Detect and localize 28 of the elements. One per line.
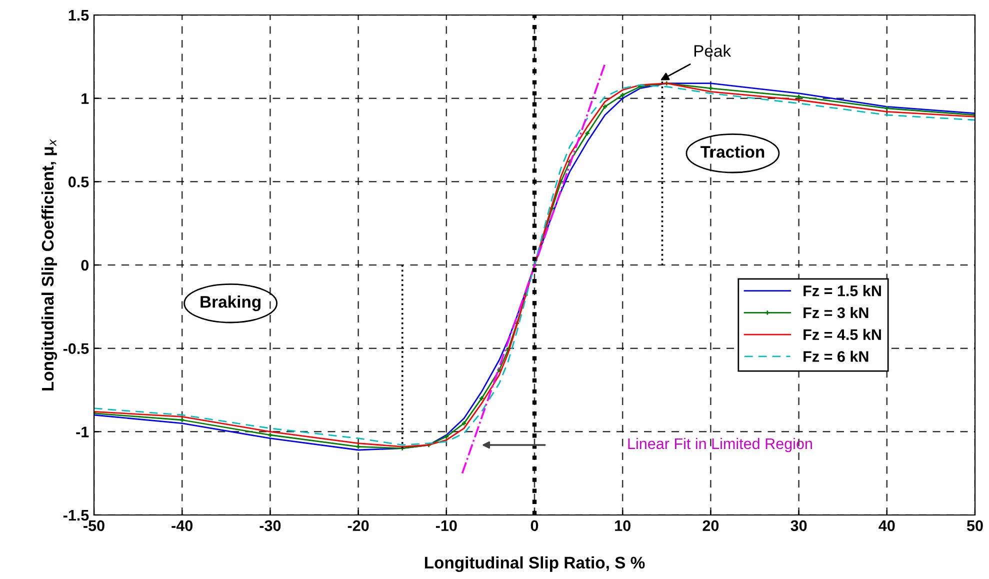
x-tick-label: -40: [172, 520, 193, 532]
y-tick-label: -1: [76, 426, 89, 438]
x-tick-label: 0: [530, 520, 538, 532]
legend-label: Fz = 4.5 kN: [804, 328, 881, 340]
y-tick-label: -1.5: [63, 510, 89, 521]
x-tick-label: -50: [84, 520, 104, 532]
legend-label: Fz = 1.5 kN: [804, 285, 881, 296]
y-tick-label: 1: [82, 93, 89, 104]
x-axis-title: Longitudinal Slip Ratio, S %: [424, 556, 645, 572]
legend-label: Fz = 6 kN: [804, 350, 868, 362]
legend-label: Fz = 3 kN: [804, 306, 868, 318]
x-tick-label: 10: [615, 520, 630, 532]
x-tick-label: 20: [702, 520, 719, 532]
y-tick-label: 1.5: [68, 10, 89, 21]
x-tick-label: 30: [790, 520, 807, 532]
annotation: Linear Fit in Limited Region: [628, 438, 812, 452]
annotation: Traction: [700, 146, 764, 158]
x-tick-label: -20: [348, 520, 369, 532]
y-axis-title: Longitudinal Slip Coefficient, μ$_{x}$: [41, 138, 58, 390]
y-tick-label: -0.5: [63, 343, 89, 354]
y-tick-label: 0.5: [68, 176, 89, 188]
x-tick-label: -10: [436, 520, 457, 532]
x-tick-label: 50: [966, 520, 983, 532]
annotation: Braking: [200, 296, 260, 312]
y-tick-label: 0: [81, 260, 89, 271]
x-tick-label: -30: [260, 520, 281, 532]
x-tick-label: 40: [878, 520, 895, 532]
annotation: Peak: [694, 44, 732, 57]
